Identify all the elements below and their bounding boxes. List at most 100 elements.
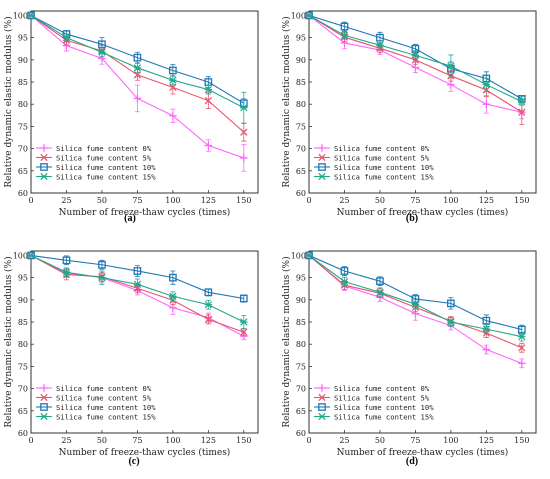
data-point xyxy=(447,299,455,308)
y-tick-label: 70 xyxy=(296,145,306,154)
legend-entry: Silica fume content 15% xyxy=(56,172,156,181)
y-tick-label: 85 xyxy=(296,78,306,87)
x-tick-label: 50 xyxy=(97,196,107,205)
y-tick-label: 95 xyxy=(296,34,306,43)
series-4 xyxy=(27,251,248,330)
data-point xyxy=(204,141,213,150)
data-point xyxy=(447,80,455,89)
data-point xyxy=(482,345,491,354)
x-tick-label: 125 xyxy=(201,196,216,205)
y-tick-label: 90 xyxy=(18,56,28,65)
x-tick-label: 25 xyxy=(61,196,71,205)
legend-entry: Silica fume content 0% xyxy=(334,144,430,153)
y-tick-label: 65 xyxy=(18,407,28,416)
y-tick-label: 70 xyxy=(18,385,28,394)
x-tick-label: 75 xyxy=(410,196,420,205)
data-point xyxy=(169,304,177,312)
legend-entry: Silica fume content 10% xyxy=(56,163,156,172)
x-tick-label: 25 xyxy=(339,436,349,445)
data-point xyxy=(133,64,142,72)
data-point xyxy=(482,81,491,89)
legend-marker xyxy=(318,153,326,162)
data-point xyxy=(62,268,71,276)
legend-entry: Silica fume content 5% xyxy=(56,393,152,402)
y-tick-label: 80 xyxy=(296,100,306,109)
y-tick-label: 90 xyxy=(296,56,306,65)
legend: Silica fume content 0%Silica fume conten… xyxy=(314,384,434,421)
legend-marker xyxy=(318,144,326,152)
x-tick-label: 100 xyxy=(443,436,458,445)
y-tick-label: 100 xyxy=(13,11,28,20)
data-point xyxy=(204,315,213,324)
data-point xyxy=(240,128,248,136)
data-point xyxy=(239,294,248,303)
y-tick-label: 65 xyxy=(296,167,306,176)
data-point xyxy=(133,71,142,79)
data-point xyxy=(27,251,35,260)
x-tick-label: 75 xyxy=(410,436,420,445)
x-tick-label: 150 xyxy=(514,196,529,205)
legend: Silica fume content 0%Silica fume conten… xyxy=(36,384,156,421)
series-4 xyxy=(305,251,526,342)
data-point xyxy=(204,301,213,309)
x-tick-label: 0 xyxy=(306,196,311,205)
legend-marker xyxy=(40,163,48,171)
data-point xyxy=(98,48,106,56)
y-axis-title: Relative dynamic elastic modulus (%) xyxy=(281,256,292,427)
data-point xyxy=(518,108,526,116)
x-tick-label: 100 xyxy=(165,196,180,205)
chart-panel-4: 60 65 70 75 80 85 90 95 100 0 25 50 75 100 125 150 Numbe… xyxy=(281,250,537,467)
data-point xyxy=(518,333,526,341)
x-axis-title: Number of freeze-thaw cycles (times) xyxy=(337,207,509,218)
legend-entry: Silica fume content 10% xyxy=(56,403,156,412)
panel-label: (c) xyxy=(128,456,139,467)
panel-label: (d) xyxy=(406,456,418,467)
data-point xyxy=(62,34,71,42)
data-point xyxy=(169,66,177,75)
series-4 xyxy=(305,11,526,106)
x-tick-label: 150 xyxy=(236,436,251,445)
data-point xyxy=(169,273,177,282)
legend-entry: Silica fume content 5% xyxy=(334,153,430,162)
x-tick-label: 0 xyxy=(28,196,33,205)
y-tick-label: 80 xyxy=(18,100,28,109)
legend-entry: Silica fume content 5% xyxy=(56,153,152,162)
data-point xyxy=(518,344,526,352)
data-point xyxy=(518,97,526,106)
y-tick-label: 75 xyxy=(18,122,28,131)
data-point xyxy=(169,111,177,120)
data-point xyxy=(447,62,455,70)
x-tick-label: 50 xyxy=(375,436,385,445)
data-point xyxy=(411,63,420,72)
legend-marker xyxy=(318,403,326,411)
data-point xyxy=(482,325,491,333)
data-point xyxy=(204,85,213,94)
y-tick-label: 85 xyxy=(18,78,28,87)
legend-marker xyxy=(40,144,48,152)
legend-entry: Silica fume content 0% xyxy=(56,384,152,393)
y-tick-label: 100 xyxy=(13,251,28,260)
y-tick-label: 60 xyxy=(296,189,306,198)
data-point xyxy=(133,53,142,62)
data-point xyxy=(133,94,142,103)
data-point xyxy=(340,31,349,40)
data-point xyxy=(482,316,491,325)
chart-panel-1: 60 65 70 75 80 85 90 95 100 0 25 50 75 100 125 150 Numbe… xyxy=(3,10,259,224)
legend-marker xyxy=(318,393,326,402)
y-tick-label: 75 xyxy=(296,362,306,371)
data-point xyxy=(62,256,71,265)
x-axis-title: Number of freeze-thaw cycles (times) xyxy=(59,207,231,218)
legend-entry: Silica fume content 0% xyxy=(56,144,152,153)
data-point xyxy=(133,280,142,288)
panel-label: (b) xyxy=(406,213,418,224)
y-axis-title: Relative dynamic elastic modulus (%) xyxy=(3,256,14,427)
legend-marker xyxy=(318,172,326,181)
y-tick-label: 90 xyxy=(18,296,28,305)
legend-entry: Silica fume content 15% xyxy=(334,172,434,181)
x-tick-label: 0 xyxy=(306,436,311,445)
plot-frame xyxy=(30,10,259,194)
x-tick-label: 0 xyxy=(28,436,33,445)
x-tick-label: 50 xyxy=(375,196,385,205)
x-axis-title: Number of freeze-thaw cycles (times) xyxy=(59,447,231,458)
data-point xyxy=(411,51,420,60)
